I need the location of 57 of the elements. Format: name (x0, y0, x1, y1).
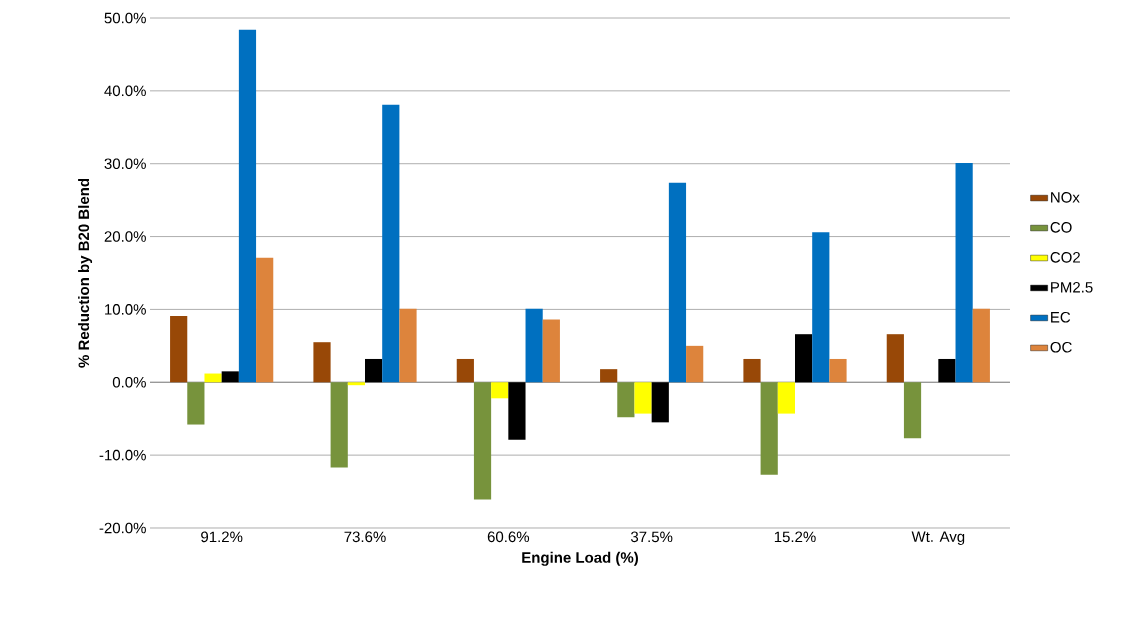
legend-label: NOx (1051, 192, 1080, 203)
bar (903, 382, 922, 439)
y-axis-title: % Reduction by B20 Blend (78, 178, 93, 368)
bar (508, 382, 526, 440)
bar (330, 382, 348, 468)
x-axis-title: Engine Load (%) (522, 551, 638, 566)
bar (668, 182, 687, 383)
bar (491, 382, 509, 399)
bar (829, 358, 847, 383)
bar (256, 257, 274, 383)
y-tick-label: -20.0% (99, 522, 146, 534)
bar (170, 315, 188, 383)
bar (972, 308, 990, 383)
legend-label: EC (1051, 311, 1071, 323)
bar (347, 382, 365, 386)
bar (955, 162, 973, 383)
y-tick-label: 30.0% (104, 158, 146, 170)
bar (456, 358, 474, 383)
bar (777, 382, 795, 414)
bar (794, 334, 813, 383)
bar (365, 358, 383, 383)
bar (600, 369, 618, 383)
bar (886, 334, 904, 383)
bar (187, 382, 205, 425)
bar (313, 342, 331, 383)
bar (617, 382, 635, 418)
bar (938, 358, 956, 383)
y-tick-label: -10.0% (99, 449, 146, 461)
y-tick-label: 0.0% (112, 376, 146, 388)
legend-label: PM2.5 (1051, 281, 1093, 293)
bar (686, 345, 704, 383)
x-tick-label: 37.5% (630, 531, 673, 543)
x-tick-label: 60.6% (487, 531, 530, 543)
legend-label: OC (1050, 341, 1072, 353)
bar (473, 382, 492, 500)
y-tick-label: 20.0% (104, 231, 146, 242)
bar (238, 29, 257, 383)
bar (651, 382, 669, 423)
bar (525, 308, 543, 383)
x-tick-label: 73.6% (344, 531, 386, 543)
bar (221, 371, 239, 383)
x-tick-label: 91.2% (201, 531, 243, 543)
legend-label: CO2 (1050, 252, 1080, 263)
bar (760, 382, 778, 475)
bar (399, 308, 417, 383)
y-tick-label: 50.0% (104, 12, 146, 24)
legend-label: CO (1050, 222, 1072, 233)
x-tick-label: 15.2% (774, 531, 816, 543)
y-tick-label: 10.0% (105, 304, 146, 315)
bar (542, 319, 560, 383)
y-tick-label: 40.0% (104, 85, 146, 97)
bar (382, 104, 400, 383)
bar (812, 232, 830, 383)
bar (634, 382, 652, 414)
x-tick-label: Wt. Avg (911, 531, 965, 545)
bar (743, 358, 761, 383)
bar (204, 373, 222, 383)
